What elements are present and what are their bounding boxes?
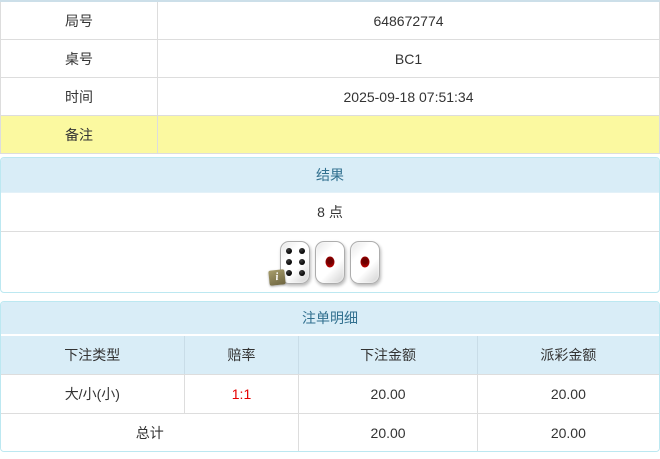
top-cutoff-strip: [0, 0, 660, 2]
table-number-value: BC1: [394, 50, 423, 67]
odds-value: 1:1: [183, 375, 299, 413]
bets-panel: 注单明细 下注类型 赔率 下注金额 派彩金额 大/小(小) 1:1 20.00 …: [0, 301, 660, 452]
bet-amount-value: 20.00: [298, 375, 476, 413]
total-bet-amount: 20.00: [298, 414, 476, 451]
time-label: 时间: [1, 78, 158, 115]
red-pip: [325, 256, 335, 268]
bet-type-value: 大/小(小): [64, 386, 120, 402]
remark-value: [158, 116, 659, 153]
bet-table-header-row: 下注类型 赔率 下注金额 派彩金额: [1, 336, 659, 374]
game-info-table: 局号 648672774 桌号 BC1 时间 2025-09-18 07:51:…: [0, 2, 660, 154]
bets-panel-title: 注单明细: [1, 302, 659, 336]
remark-label: 备注: [1, 116, 158, 153]
die-face-1: [315, 240, 345, 284]
total-payout: 20.00: [476, 414, 659, 451]
time-value: 2025-09-18 07:51:34: [343, 88, 474, 105]
total-label: 总计: [135, 424, 164, 441]
black-pip: [285, 259, 292, 265]
die-face-6: i: [268, 240, 310, 286]
info-row-remark: 备注: [1, 116, 659, 154]
result-points: 8 点: [1, 193, 659, 232]
col-header-odds: 赔率: [183, 336, 299, 374]
black-pip: [298, 248, 305, 254]
round-number-value: 648672774: [373, 12, 444, 29]
info-badge-icon[interactable]: i: [268, 268, 286, 286]
black-pip: [285, 248, 292, 254]
die-face-1: [350, 240, 380, 284]
black-pip: [298, 259, 305, 265]
black-pip: [298, 270, 305, 276]
info-row-time: 时间 2025-09-18 07:51:34: [1, 78, 659, 116]
info-row-round-number: 局号 648672774: [1, 2, 659, 40]
table-number-label: 桌号: [1, 40, 158, 77]
round-number-label: 局号: [1, 2, 158, 39]
col-header-bet-type: 下注类型: [64, 347, 121, 363]
col-header-bet-amount: 下注金额: [298, 336, 476, 374]
result-panel-title: 结果: [1, 158, 659, 193]
dice-row: i: [1, 232, 659, 292]
black-pip: [285, 270, 292, 276]
info-row-table-number: 桌号 BC1: [1, 40, 659, 78]
bet-table-total-row: 总计 20.00 20.00: [1, 413, 659, 451]
payout-value: 20.00: [476, 375, 659, 413]
bet-table-row: 大/小(小) 1:1 20.00 20.00: [1, 374, 659, 413]
red-pip: [360, 256, 370, 268]
col-header-payout: 派彩金额: [476, 336, 659, 374]
result-panel: 结果 8 点 i: [0, 157, 660, 293]
